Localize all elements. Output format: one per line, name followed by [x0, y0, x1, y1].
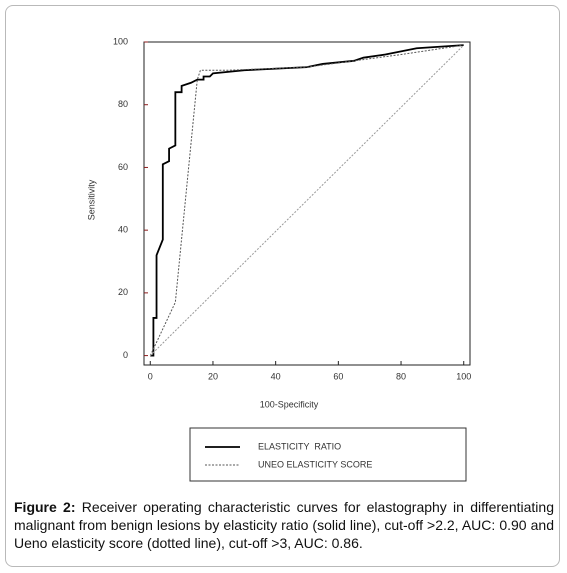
y-tick-label: 40: [118, 225, 128, 235]
y-tick-label: 0: [123, 350, 128, 360]
x-tick-label: 100: [456, 371, 471, 381]
legend-label: ELASTICITY RATIO: [258, 441, 341, 451]
legend-box: [189, 427, 467, 482]
series-line: [149, 44, 464, 356]
figure-frame: [5, 5, 560, 567]
caption: Figure 2: Receiver operating characteris…: [14, 498, 554, 552]
series-line: [149, 44, 465, 356]
x-tick-label: 40: [271, 371, 281, 381]
y-axis-label: Sensitivity: [86, 179, 96, 220]
legend-label: UNEO ELASTICITY SCORE: [258, 459, 372, 469]
x-tick-label: 0: [148, 371, 153, 381]
caption-label: Figure 2:: [14, 499, 76, 515]
series-line: [150, 44, 464, 357]
chart: Sensitivity 100-Specificity 0 20 40 60 80 100…: [86, 36, 471, 482]
y-tick-label: 20: [118, 287, 128, 297]
y-tick-label: 100: [113, 36, 128, 46]
x-tick-label: 60: [333, 371, 343, 381]
caption-text: Receiver operating characteristic curves…: [14, 499, 554, 551]
y-tick-label: 60: [118, 162, 128, 172]
x-tick-label: 80: [396, 371, 406, 381]
x-axis-label: 100-Specificity: [260, 399, 319, 409]
y-tick-label: 80: [118, 99, 128, 109]
x-tick-label: 20: [208, 371, 218, 381]
plot-frame: [143, 41, 471, 366]
